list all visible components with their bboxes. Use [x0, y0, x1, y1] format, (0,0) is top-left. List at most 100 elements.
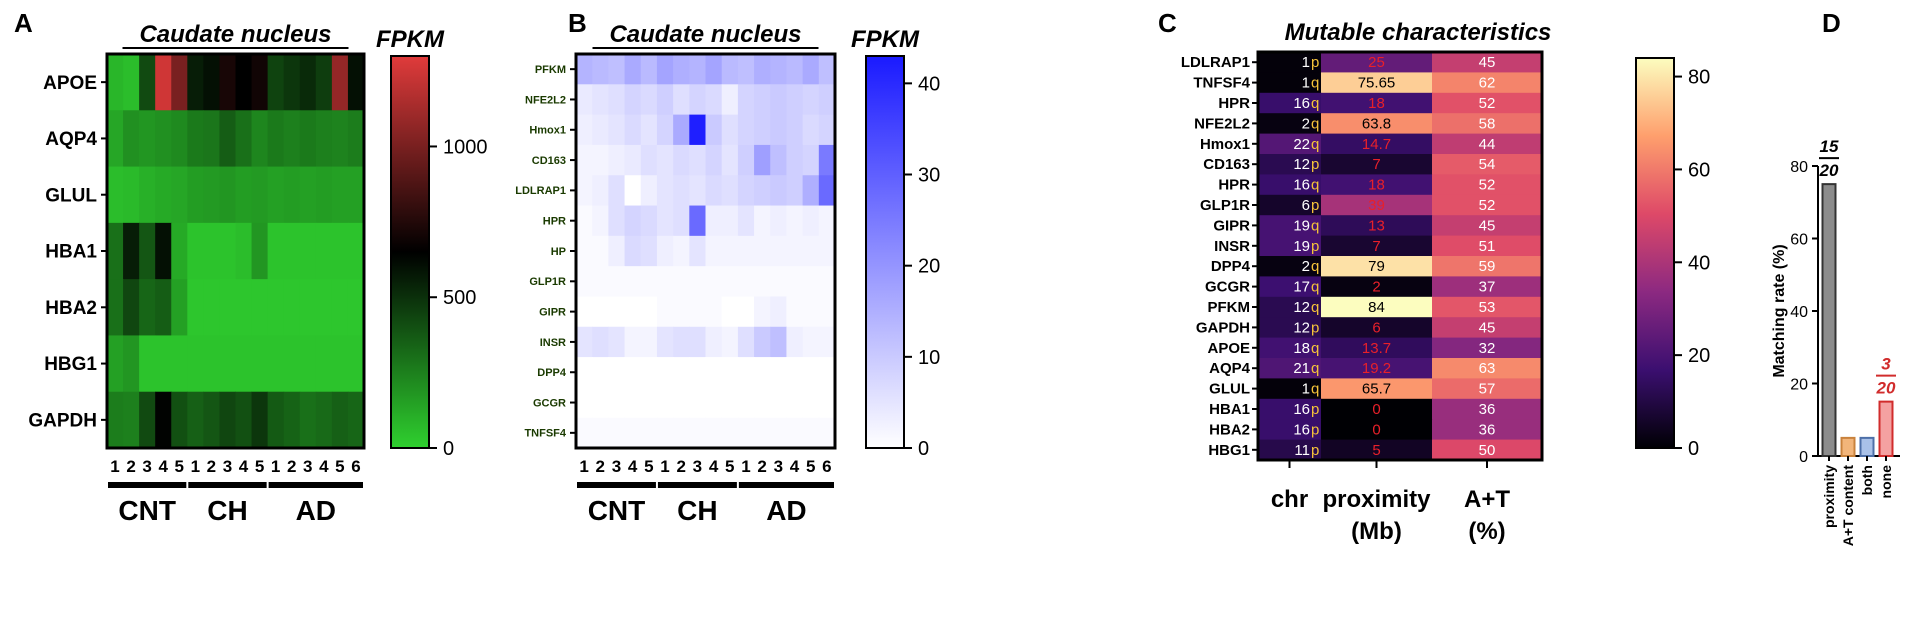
annotation-numerator: 3 — [1881, 355, 1891, 374]
heatmap-cell — [123, 279, 140, 336]
at-cell — [1432, 215, 1543, 237]
heatmap-cell — [689, 84, 706, 116]
heatmap-cell — [818, 296, 836, 328]
heatmap-cell — [315, 335, 333, 393]
x-tick-label: none — [1878, 465, 1894, 499]
heatmap-cell — [123, 166, 140, 224]
row-label: HPR — [543, 216, 566, 228]
heatmap-cell — [656, 84, 674, 116]
heatmap-cell — [576, 417, 593, 449]
heatmap-cell — [689, 266, 706, 297]
chr-number: 22 — [1293, 136, 1310, 153]
chr-arm: q — [1311, 75, 1319, 92]
chr-arm: q — [1311, 177, 1319, 194]
column-label: 2 — [207, 457, 216, 476]
row-label: DPP4 — [537, 367, 567, 379]
x-tick-label: both — [1859, 465, 1875, 495]
heatmap-cell — [737, 417, 755, 449]
column-label: 5 — [725, 457, 734, 476]
column-label: 3 — [693, 457, 702, 476]
heatmap-cell — [786, 114, 804, 146]
heatmap-cell — [802, 387, 820, 419]
at-value: 32 — [1479, 340, 1496, 357]
proximity-cell — [1321, 133, 1433, 155]
heatmap-cell — [139, 110, 156, 168]
heatmap-cell — [818, 417, 836, 449]
heatmap-cell — [251, 335, 269, 393]
heatmap-cell — [219, 54, 236, 111]
heatmap-cell — [576, 84, 593, 116]
row-label: APOE — [1207, 340, 1250, 357]
heatmap-cell — [624, 54, 642, 85]
heatmap-cell — [705, 84, 723, 116]
heatmap-cell — [171, 335, 188, 393]
row-label: GLP1R — [1200, 197, 1250, 214]
bar — [1878, 400, 1894, 457]
heatmap-cell — [689, 387, 706, 419]
bar — [1840, 436, 1856, 457]
proximity-cell — [1321, 398, 1433, 420]
proximity-value: 18 — [1368, 95, 1385, 112]
column-label: 2 — [126, 457, 135, 476]
colorbar-tick-label: 40 — [1688, 252, 1710, 274]
chr-cell — [1258, 378, 1322, 400]
heatmap-cell — [656, 205, 674, 237]
heatmap-cell — [737, 84, 755, 116]
chr-number: 17 — [1293, 279, 1310, 296]
row-label: HP — [551, 246, 566, 258]
proximity-value: 84 — [1368, 299, 1385, 316]
heatmap-cell — [673, 326, 690, 358]
heatmap-cell — [721, 205, 739, 237]
heatmap-cell — [347, 222, 365, 280]
heatmap-cell — [331, 54, 349, 111]
at-cell — [1432, 113, 1543, 135]
chr-cell — [1258, 296, 1322, 318]
heatmap-cell — [721, 54, 739, 85]
heatmap-cell — [347, 279, 365, 336]
heatmap-cell — [818, 266, 836, 297]
heatmap-cell — [818, 114, 836, 146]
heatmap-cell — [171, 166, 188, 224]
heatmap-cell — [171, 110, 188, 168]
proximity-value: 0 — [1372, 401, 1380, 418]
at-cell — [1432, 52, 1543, 73]
heatmap-cell — [754, 326, 771, 358]
column-label: 6 — [822, 457, 831, 476]
heatmap-cell — [139, 54, 156, 111]
column-label: 3 — [223, 457, 232, 476]
at-value: 52 — [1479, 177, 1496, 194]
heatmap-cell — [640, 54, 658, 85]
heatmap-cell — [347, 166, 365, 224]
column-label: 1 — [110, 457, 119, 476]
chr-cell — [1258, 72, 1322, 94]
chr-arm: q — [1311, 95, 1319, 112]
heatmap-cell — [576, 387, 593, 419]
heatmap-cell — [624, 235, 642, 267]
at-cell — [1432, 154, 1543, 175]
column-label: 1 — [191, 457, 200, 476]
heatmap-cell — [576, 296, 593, 328]
heatmap-cell — [802, 357, 820, 388]
heatmap-cell — [608, 326, 626, 358]
heatmap-cell — [315, 110, 333, 168]
heatmap-cell — [139, 279, 156, 336]
heatmap-cell — [592, 205, 609, 237]
heatmap-cell — [689, 144, 706, 176]
colorbar — [1635, 57, 1675, 449]
heatmap-cell — [139, 391, 156, 449]
column-label: 2 — [676, 457, 685, 476]
heatmap-cell — [721, 235, 739, 267]
heatmap-cell — [624, 205, 642, 237]
heatmap-cell — [608, 296, 626, 328]
proximity-value: 19.2 — [1362, 360, 1391, 377]
proximity-cell — [1321, 215, 1433, 237]
proximity-cell — [1321, 52, 1433, 73]
row-label: GLP1R — [529, 276, 566, 288]
heatmap-cell — [705, 235, 723, 267]
heatmap-cell — [608, 54, 626, 85]
heatmap-cell — [656, 296, 674, 328]
colorbar-tick-label: 40 — [918, 73, 940, 95]
chr-cell — [1258, 419, 1322, 441]
heatmap-cell — [754, 235, 771, 267]
